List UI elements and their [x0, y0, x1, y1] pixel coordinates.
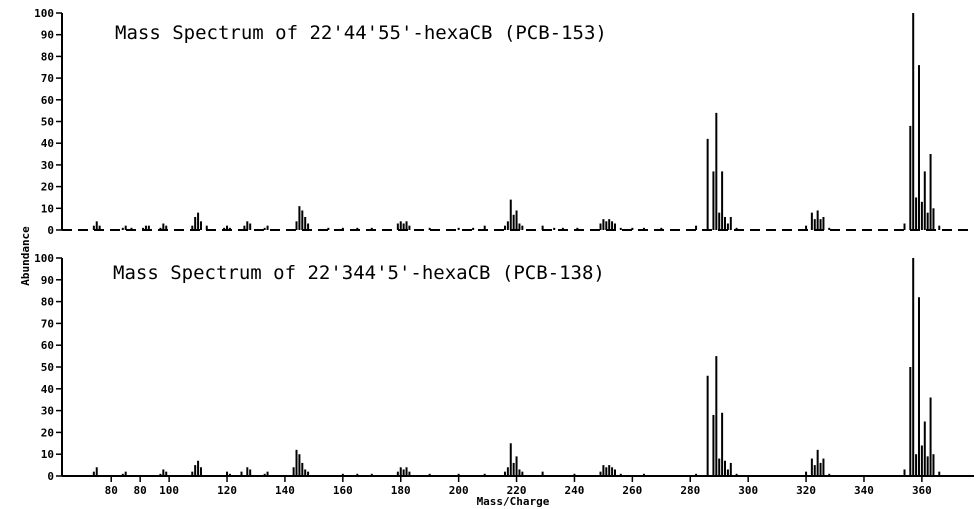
y-tick-label-pcb138-4: 40 — [41, 383, 54, 396]
y-tick-label-pcb138-2: 20 — [41, 426, 54, 439]
y-tick-label-pcb153-6: 60 — [41, 94, 54, 107]
y-tick-label-pcb153-7: 70 — [41, 72, 54, 85]
y-axis-label: Abundance — [19, 226, 32, 286]
y-tick-label-pcb153-9: 90 — [41, 29, 54, 42]
x-tick-label-pcb138-3: 120 — [217, 484, 237, 497]
panel-pcb153: Mass Spectrum of 22'44'55'-hexaCB (PCB-1… — [34, 7, 974, 237]
y-tick-label-pcb138-10: 100 — [34, 252, 54, 265]
panel-pcb138: Mass Spectrum of 22'344'5'-hexaCB (PCB-1… — [34, 252, 974, 497]
y-tick-label-pcb153-4: 40 — [41, 137, 54, 150]
x-tick-label-pcb138-1: 80 — [134, 484, 147, 497]
y-tick-label-pcb138-6: 60 — [41, 339, 54, 352]
y-tick-label-pcb138-1: 10 — [41, 448, 54, 461]
y-tick-label-pcb138-9: 90 — [41, 274, 54, 287]
y-tick-label-pcb153-10: 100 — [34, 7, 54, 20]
x-tick-label-pcb138-14: 340 — [854, 484, 874, 497]
y-ticks-pcb153: 0 10 20 30 40 50 60 70 80 90 100 — [34, 7, 62, 237]
y-tick-label-pcb138-7: 70 — [41, 317, 54, 330]
x-ticks-pcb138: 80 80 100 120 140 160 180 200 220 240 260 280 300 320… — [105, 476, 932, 497]
y-tick-label-pcb153-5: 50 — [41, 116, 54, 129]
y-tick-label-pcb153-8: 80 — [41, 50, 54, 63]
x-tick-label-pcb138-5: 160 — [333, 484, 353, 497]
x-tick-label-pcb138-4: 140 — [275, 484, 295, 497]
x-tick-label-pcb138-9: 240 — [565, 484, 585, 497]
x-tick-label-pcb138-8: 220 — [507, 484, 527, 497]
y-tick-label-pcb153-3: 30 — [41, 159, 54, 172]
y-tick-label-pcb138-8: 80 — [41, 296, 54, 309]
y-tick-label-pcb153-1: 10 — [41, 202, 54, 215]
x-tick-label-pcb138-6: 180 — [391, 484, 411, 497]
peaks-pcb138 — [92, 258, 941, 476]
x-tick-label-pcb138-0: 80 — [105, 484, 118, 497]
chart-title-pcb138: Mass Spectrum of 22'344'5'-hexaCB (PCB-1… — [113, 262, 605, 284]
x-tick-label-pcb138-11: 280 — [680, 484, 700, 497]
x-tick-label-pcb138-13: 320 — [796, 484, 816, 497]
x-tick-label-pcb138-12: 300 — [738, 484, 758, 497]
x-tick-label-pcb138-2: 100 — [159, 484, 179, 497]
y-tick-label-pcb153-2: 20 — [41, 181, 54, 194]
chart-title-pcb153: Mass Spectrum of 22'44'55'-hexaCB (PCB-1… — [115, 22, 607, 44]
y-tick-label-pcb138-5: 50 — [41, 361, 54, 374]
y-tick-label-pcb138-3: 30 — [41, 405, 54, 418]
x-tick-label-pcb138-7: 200 — [449, 484, 469, 497]
peaks-pcb153 — [92, 13, 941, 230]
x-tick-label-pcb138-15: 360 — [912, 484, 932, 497]
y-tick-label-pcb138-0: 0 — [47, 470, 54, 483]
x-axis-label: Mass/Charge — [477, 495, 550, 508]
x-tick-label-pcb138-10: 260 — [622, 484, 642, 497]
y-ticks-pcb138: 0 10 20 30 40 50 60 70 80 90 100 — [34, 252, 62, 483]
y-tick-label-pcb153-0: 0 — [47, 224, 54, 237]
